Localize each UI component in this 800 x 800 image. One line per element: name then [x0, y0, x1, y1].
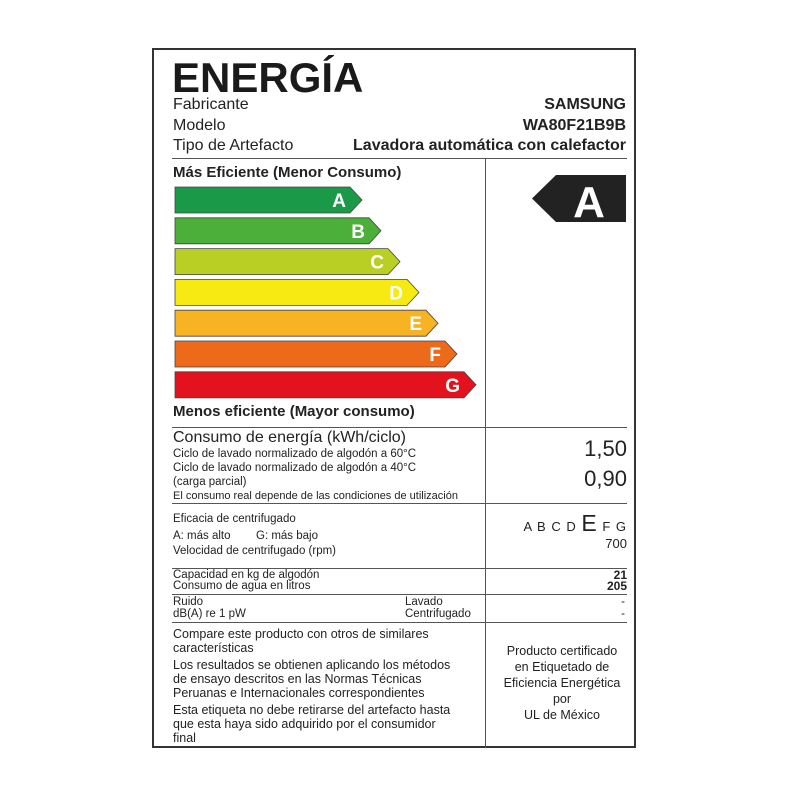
energy-note: El consumo real depende de las condicion… [173, 490, 458, 502]
class-bar-letter: E [409, 314, 422, 335]
class-bar-letter: A [332, 191, 346, 212]
class-bar-letter: F [429, 345, 441, 366]
water-value: 205 [606, 579, 627, 593]
noise-label: Ruido [173, 596, 204, 608]
spin-legend-a: A: más alto [173, 530, 231, 542]
class-bar-shape [174, 278, 420, 306]
noise-wash-value: - [621, 596, 625, 608]
appliance-type-label: Tipo de Artefacto [173, 137, 294, 154]
spin-letters-after: F G [602, 519, 627, 534]
cert-line: Producto certificado [506, 644, 618, 658]
cert-line: en Etiquetado de [514, 660, 610, 674]
class-bar-g: G [174, 371, 477, 399]
divider [172, 158, 627, 159]
spin-letters-before: A B C D [523, 519, 577, 534]
noise-wash-label: Lavado [405, 596, 443, 608]
energy-value-60: 1,50 [584, 436, 627, 461]
class-bar-letter: B [351, 222, 365, 243]
class-bar-e: E [174, 309, 439, 337]
divider [172, 622, 627, 623]
label-title: ENERGÍA [172, 54, 364, 101]
footer-notice-1: Esta etiqueta no debe retirarse del arte… [173, 703, 451, 717]
spin-legend-g: G: más bajo [256, 530, 318, 542]
capacity-value: 21 [613, 568, 627, 582]
noise-spin-value: - [621, 608, 625, 620]
class-bar-letter: D [389, 283, 403, 304]
class-bar-shape [174, 186, 363, 214]
energy-line-60: Ciclo de lavado normalizado de algodón a… [173, 448, 417, 460]
footer-notice-2: que esta haya sido adquirido por el cons… [173, 717, 436, 731]
model-label: Modelo [173, 117, 226, 134]
class-bar-shape [174, 371, 477, 399]
rating-arrow: A [532, 175, 626, 227]
class-bar-c: C [174, 248, 401, 276]
footer-methods-3: Peruanas e Internacionales correspondien… [173, 686, 425, 700]
class-bar-a: A [174, 186, 363, 214]
appliance-type-value: Lavadora automática con calefactor [353, 137, 626, 154]
label-frame [152, 48, 636, 748]
model-value: WA80F21B9B [522, 117, 626, 134]
class-bar-shape [174, 248, 401, 276]
footer-compare-2: características [173, 641, 254, 655]
divider [172, 503, 627, 504]
divider [172, 594, 627, 595]
spin-title: Eficacia de centrifugado [173, 513, 296, 525]
class-bar-letter: G [445, 376, 460, 397]
class-bar-f: F [174, 340, 458, 368]
class-bar-shape [174, 340, 458, 368]
energy-line-40: Ciclo de lavado normalizado de algodón a… [173, 462, 417, 474]
footer-methods-1: Los resultados se obtienen aplicando los… [173, 658, 451, 672]
class-bar-b: B [174, 217, 382, 245]
cert-line: por [552, 692, 572, 706]
least-efficient-label: Menos eficiente (Mayor consumo) [173, 403, 415, 420]
energy-value-40: 0,90 [584, 466, 627, 491]
manufacturer-value: SAMSUNG [544, 96, 626, 113]
rating-arrow-shape [532, 175, 626, 222]
divider [172, 427, 627, 428]
certification-text: Producto certificado en Etiquetado de Ef… [487, 643, 637, 723]
footer-compare-1: Compare este producto con otros de simil… [173, 627, 429, 641]
footer-notice-3: final [173, 731, 196, 745]
spin-selected-class: E [581, 510, 598, 536]
capacity-label: Capacidad en kg de algodón [173, 569, 320, 581]
manufacturer-label: Fabricante [173, 96, 249, 113]
spin-speed-label: Velocidad de centrifugado (rpm) [173, 545, 337, 557]
column-divider [485, 158, 486, 748]
footer-methods-2: de ensayo descritos en las Normas Técnic… [173, 672, 422, 686]
water-label: Consumo de agua en litros [173, 580, 311, 592]
divider [172, 568, 627, 569]
cert-line: Eficiencia Energética [503, 676, 621, 690]
spin-class-scale: A B C D E F G [523, 511, 627, 535]
noise-unit: dB(A) re 1 pW [173, 608, 246, 620]
energy-title: Consumo de energía (kWh/ciclo) [173, 429, 406, 446]
spin-speed-value: 700 [605, 536, 627, 551]
class-bar-shape [174, 217, 382, 245]
class-bar-letter: C [370, 253, 384, 274]
class-bar-d: D [174, 278, 420, 306]
most-efficient-label: Más Eficiente (Menor Consumo) [173, 164, 402, 181]
energy-line-partial: (carga parcial) [173, 476, 247, 488]
noise-spin-label: Centrifugado [405, 608, 471, 620]
rating-letter: A [573, 178, 605, 227]
class-bar-shape [174, 309, 439, 337]
cert-line: UL de México [524, 708, 600, 722]
